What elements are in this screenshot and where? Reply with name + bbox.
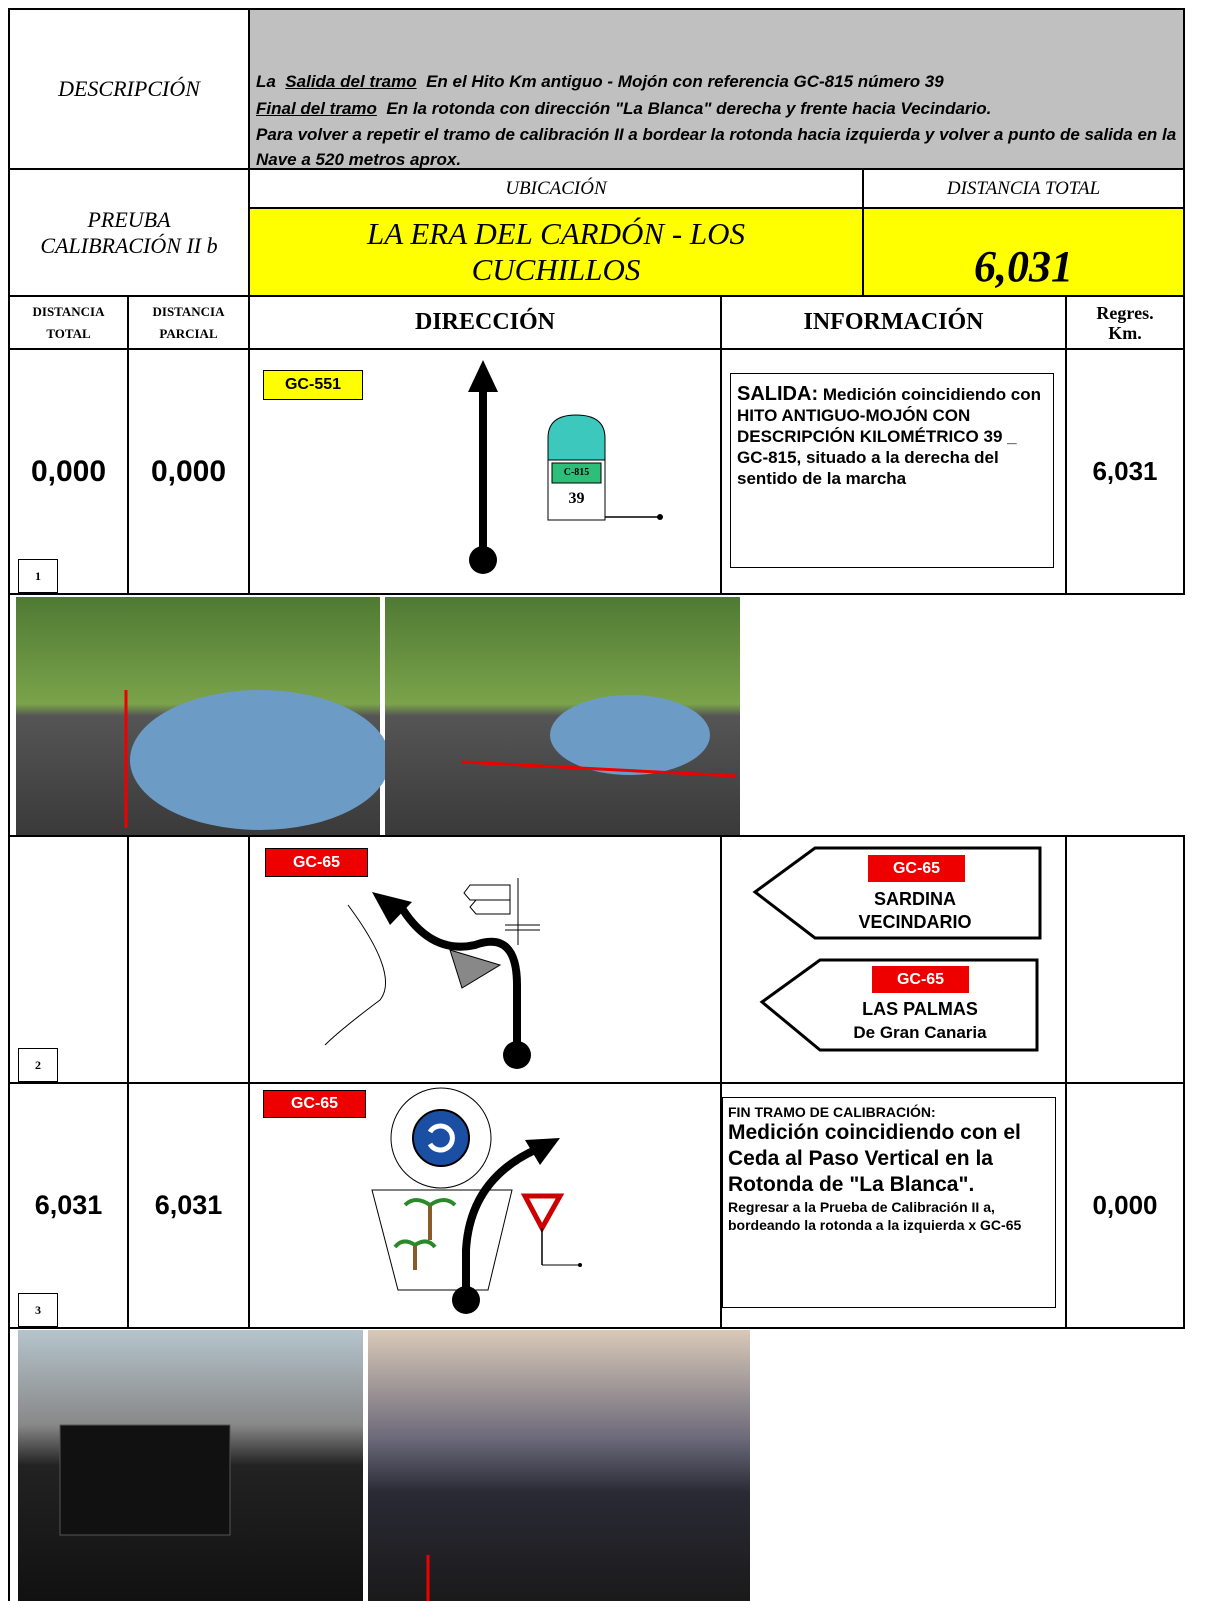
note: Para volver a repetir el tramo de calibr… [256,125,1177,169]
info-title: SALIDA: [737,383,819,405]
end-label: Final del tramo [256,99,377,118]
distance-partial [127,835,250,1084]
info-box: FIN TRAMO DE CALIBRACIÓN: Medición coinc… [722,1097,1056,1308]
distance-total: 6,031 3 [8,1082,129,1329]
sign-text: LAS PALMAS De Gran Canaria [820,998,1020,1044]
distance-partial: 0,000 [127,348,250,595]
sign-line: LAS PALMAS [862,999,978,1019]
row-number: 3 [18,1293,58,1327]
row-number: 2 [18,1048,58,1082]
border [8,1327,10,1601]
distance-total: 0,000 1 [8,348,129,595]
info-title: FIN TRAMO DE CALIBRACIÓN: [728,1104,936,1120]
test-label: PREUBA CALIBRACIÓN II b [8,168,250,297]
value: 6,031 [34,1190,103,1220]
text: En la rotonda con dirección "La Blanca" … [386,99,992,118]
text: En el Hito Km antiguo - Mojón con refere… [426,72,944,91]
column-header: DISTANCIA TOTAL [8,295,129,350]
info-note: Regresar a la Prueba de Calibración II a… [728,1199,1022,1233]
sign-road: GC-65 [868,855,965,882]
row-number: 1 [18,559,58,593]
road-tag: GC-65 [263,1090,366,1118]
total: 6,031 [862,207,1185,297]
milestone-road: C-815 [563,467,590,478]
border [8,593,10,835]
photo-tripmaster [59,1424,231,1536]
location: LA ERA DEL CARDÓN - LOS CUCHILLOS [248,207,864,297]
text: La [256,72,276,91]
photo-car [550,695,710,775]
column-header: Regres. Km. [1065,295,1185,350]
description: La Salida del tramo En el Hito Km antigu… [248,8,1185,170]
distance-total: 2 [8,835,129,1084]
info-text: Medición coincidiendo con HITO ANTIGUO-M… [737,385,1042,488]
description-label: DESCRIPCIÓN [8,8,250,170]
sign-line: De Gran Canaria [853,1023,987,1042]
info-box: SALIDA: Medición coincidiendo con HITO A… [730,373,1054,568]
column-header: INFORMACIÓN [720,295,1067,350]
distance-partial: 6,031 [127,1082,250,1329]
start-label: Salida del tramo [285,72,417,91]
road-tag: GC-551 [263,370,363,400]
sign-text: SARDINA VECINDARIO [815,888,1015,934]
road-tag: GC-65 [265,848,368,877]
regres [1065,835,1185,1084]
regres: 6,031 [1065,348,1185,595]
regres: 0,000 [1065,1082,1185,1329]
photo-car [130,690,390,830]
sign-road: GC-65 [872,966,969,993]
sign-line: VECINDARIO [858,912,972,932]
milestone-km: 39 [568,490,585,507]
direction-cell [248,1082,722,1329]
column-header: DIRECCIÓN [248,295,722,350]
info-text: Medición coincidiendo con el Ceda al Pas… [728,1121,1021,1196]
value: 0,000 [30,454,107,488]
location-label: UBICACIÓN [248,168,864,209]
sign-line: SARDINA [873,889,956,909]
column-header: DISTANCIA PARCIAL [127,295,250,350]
total-label: DISTANCIA TOTAL [862,168,1185,209]
photo [368,1330,750,1601]
